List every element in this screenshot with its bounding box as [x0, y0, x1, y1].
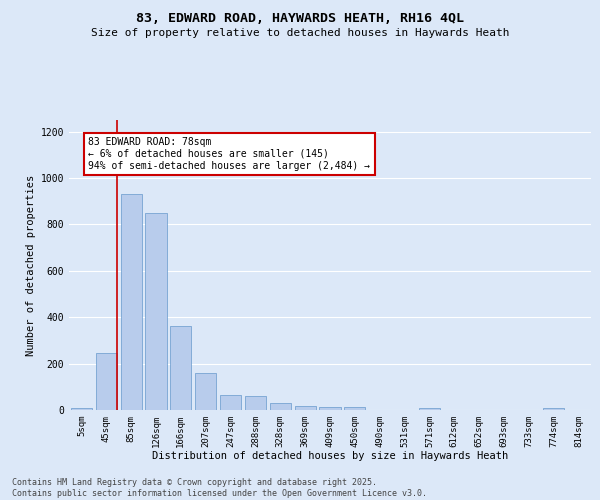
Bar: [270, 403, 291, 410]
Bar: [121, 194, 142, 410]
Bar: [319, 407, 341, 410]
Text: Size of property relative to detached houses in Haywards Heath: Size of property relative to detached ho…: [91, 28, 509, 38]
Bar: [220, 395, 241, 410]
Bar: [71, 408, 92, 410]
Bar: [145, 213, 167, 410]
X-axis label: Distribution of detached houses by size in Haywards Heath: Distribution of detached houses by size …: [152, 452, 508, 462]
Bar: [543, 408, 564, 410]
Bar: [419, 408, 440, 410]
Text: 83, EDWARD ROAD, HAYWARDS HEATH, RH16 4QL: 83, EDWARD ROAD, HAYWARDS HEATH, RH16 4Q…: [136, 12, 464, 26]
Text: Contains HM Land Registry data © Crown copyright and database right 2025.
Contai: Contains HM Land Registry data © Crown c…: [12, 478, 427, 498]
Text: 83 EDWARD ROAD: 78sqm
← 6% of detached houses are smaller (145)
94% of semi-deta: 83 EDWARD ROAD: 78sqm ← 6% of detached h…: [88, 138, 370, 170]
Bar: [170, 326, 191, 410]
Y-axis label: Number of detached properties: Number of detached properties: [26, 174, 37, 356]
Bar: [195, 373, 216, 410]
Bar: [96, 353, 117, 410]
Bar: [295, 406, 316, 410]
Bar: [245, 396, 266, 410]
Bar: [344, 407, 365, 410]
